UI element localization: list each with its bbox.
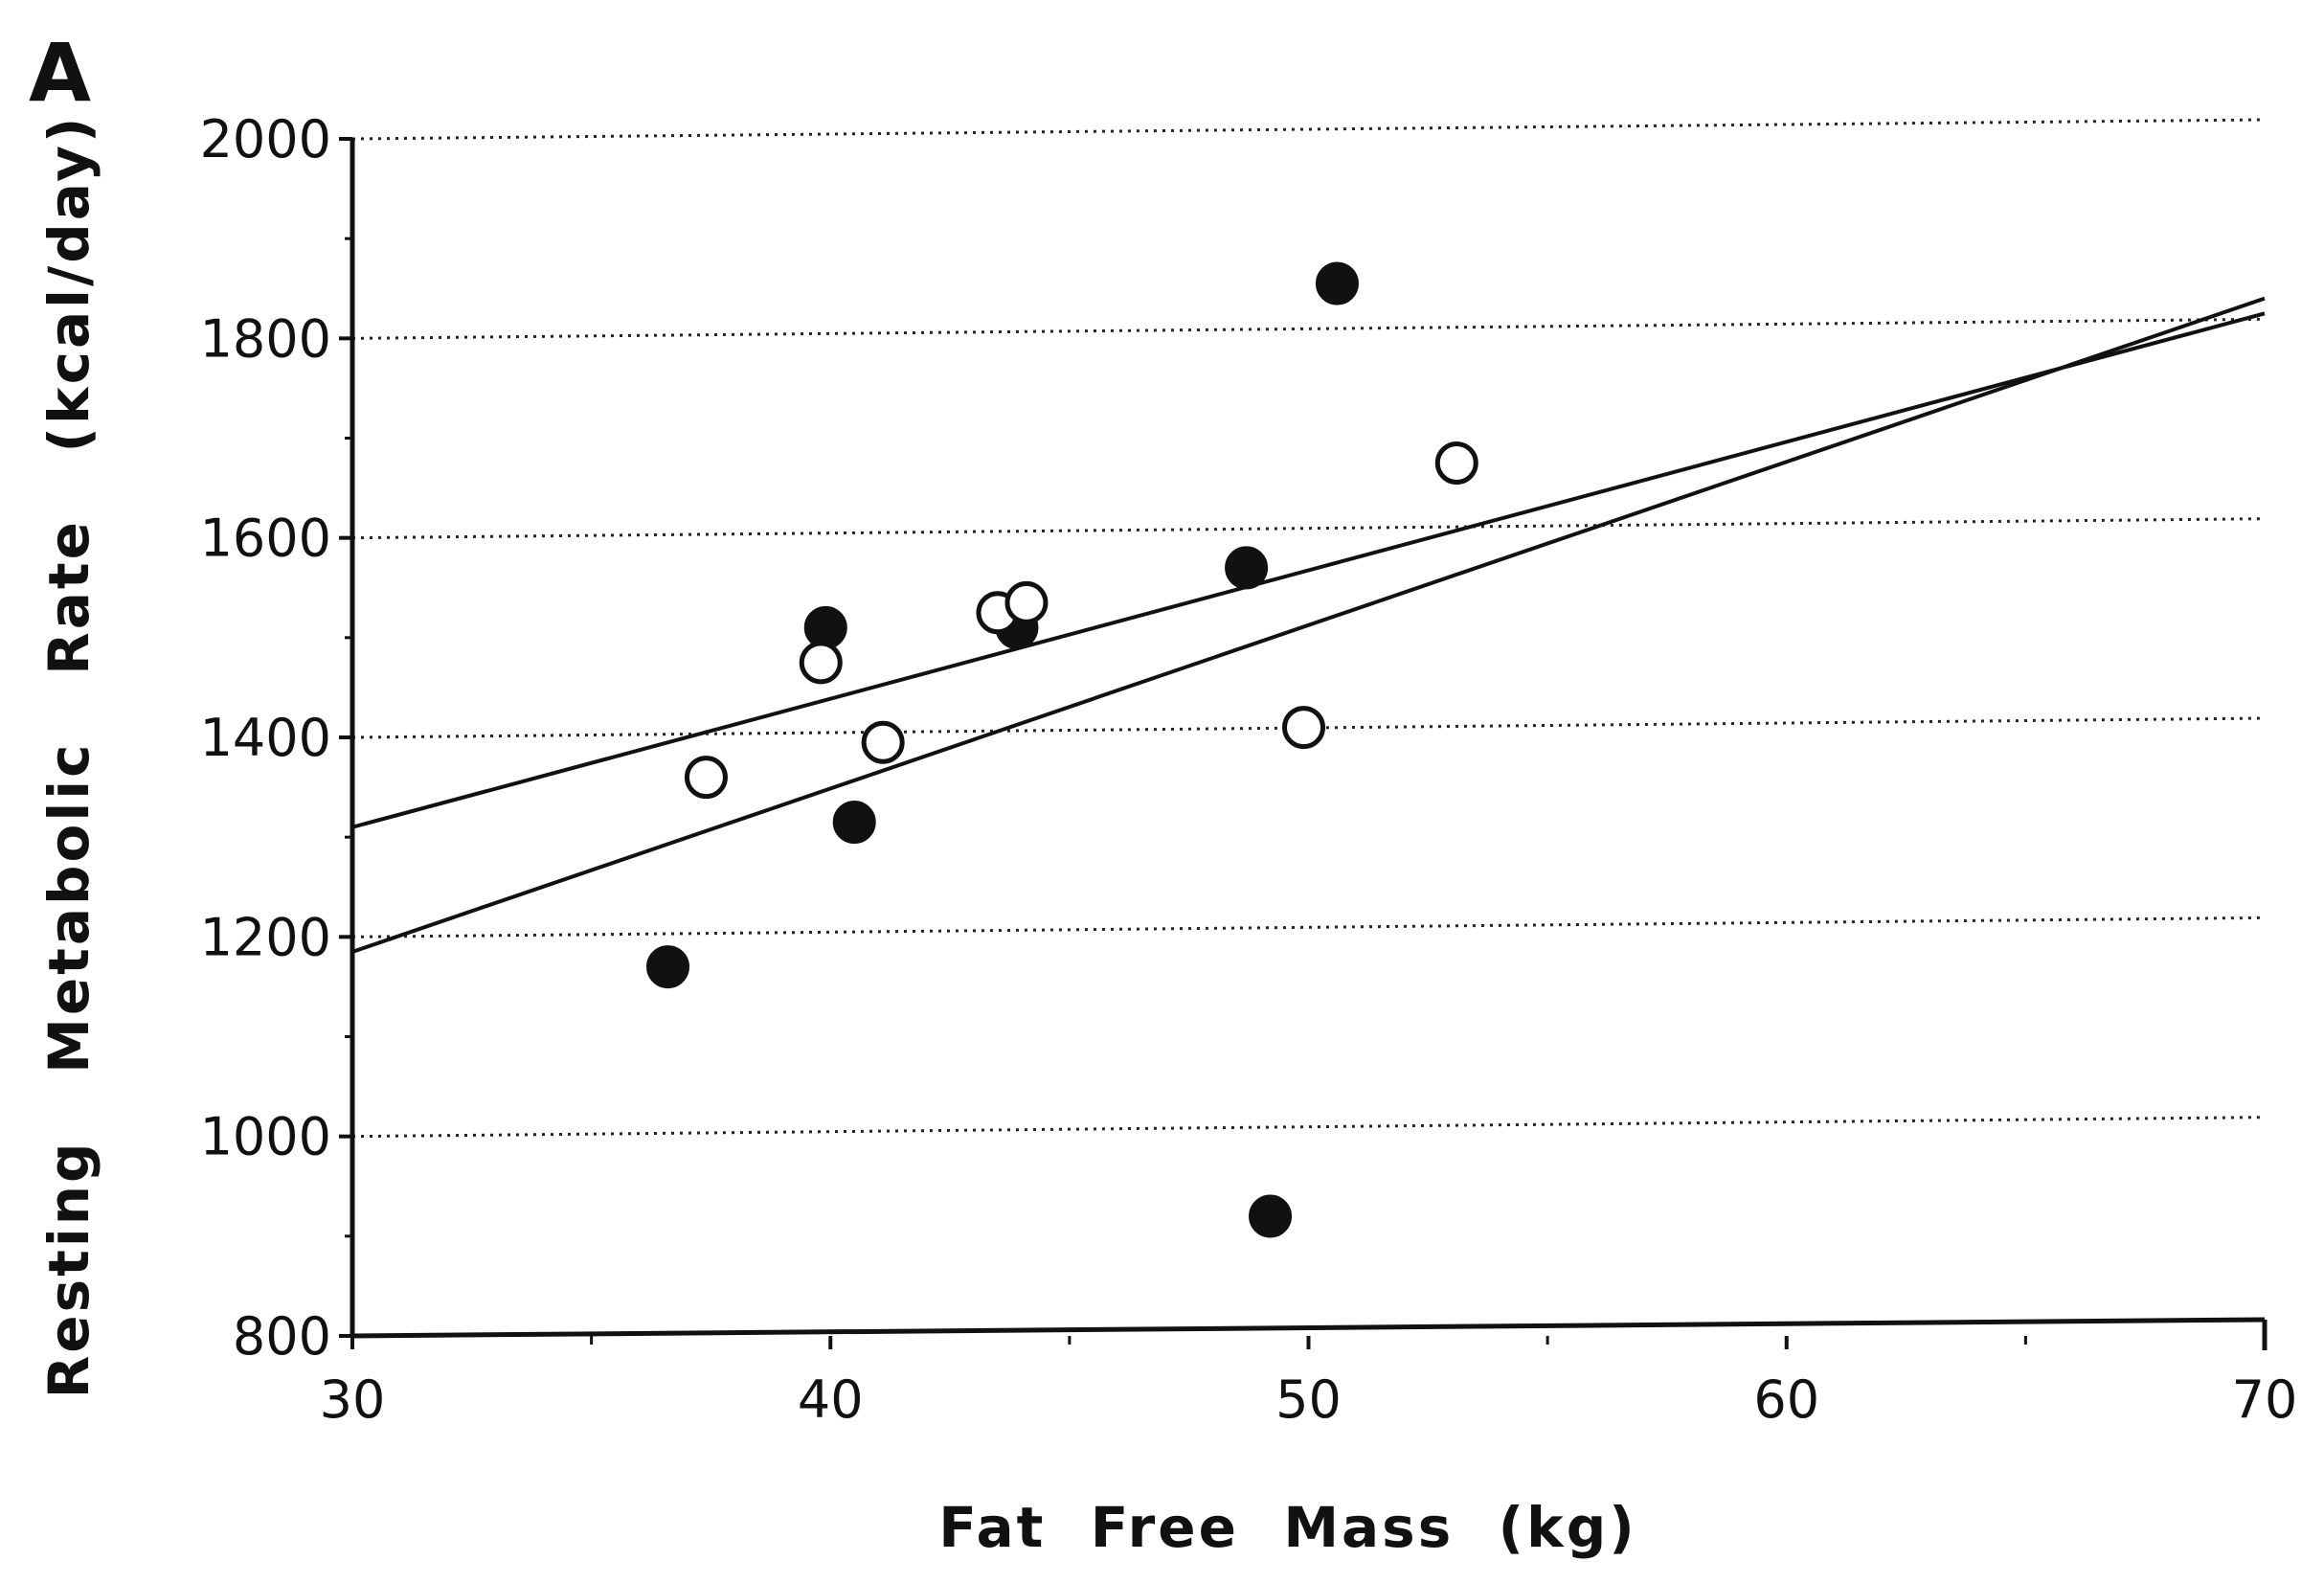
filled-point: [1315, 261, 1359, 305]
regression-line: [351, 311, 2266, 829]
regression-line: [351, 296, 2266, 954]
open-point: [1004, 580, 1049, 624]
filled-point: [1225, 546, 1269, 590]
gridlines: [351, 118, 2266, 1139]
filled-point: [1249, 1194, 1293, 1238]
filled-point: [803, 605, 847, 649]
open-point: [861, 720, 905, 764]
y-tick-label: 800: [233, 1306, 331, 1367]
x-tick-label: 60: [1753, 1369, 1819, 1430]
filled-point: [646, 945, 690, 989]
x-axis-line: [351, 1317, 2266, 1339]
y-tick-label: 1200: [200, 907, 331, 967]
y-tick-label: 1600: [200, 509, 331, 569]
y-tick-label: 1400: [200, 708, 331, 768]
open-point: [799, 641, 843, 685]
y-tick-label: 1800: [200, 308, 331, 369]
y-tick-label: 2000: [200, 109, 331, 170]
regression-lines: [351, 296, 2266, 954]
gridline: [351, 916, 2266, 938]
open-point: [1282, 706, 1326, 750]
y-tick-label: 1000: [200, 1107, 331, 1167]
gridline: [351, 517, 2266, 540]
gridline: [351, 1116, 2266, 1139]
x-tick-label: 30: [320, 1369, 386, 1430]
gridline: [351, 317, 2266, 340]
x-axis-title: Fat Free Mass (kg): [938, 1495, 1636, 1560]
open-point: [684, 756, 728, 800]
open-point: [1434, 441, 1478, 486]
y-axis-title: Resting Metabolic Rate (kcal/day): [36, 115, 102, 1399]
data-points: [646, 261, 1478, 1238]
panel-label: A: [29, 26, 91, 120]
x-tick-label: 40: [798, 1369, 864, 1430]
x-tick-label: 50: [1275, 1369, 1342, 1430]
filled-point: [832, 801, 876, 845]
x-tick-label: 70: [2232, 1369, 2298, 1430]
gridline: [351, 118, 2266, 141]
axis-ticks: 800 1000 1200 1400 1600 1800 2000 30 40 50 60 70: [200, 109, 2298, 1430]
